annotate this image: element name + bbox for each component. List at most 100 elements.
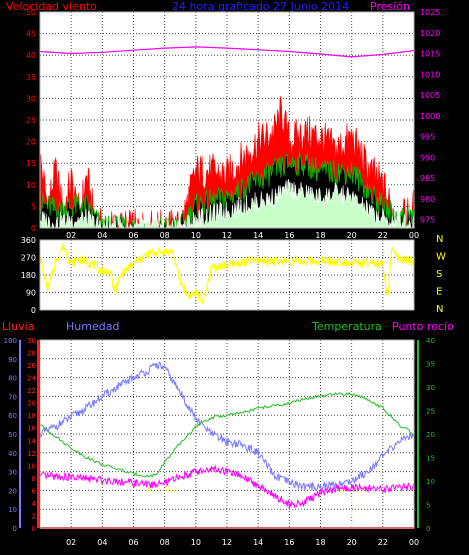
rain-tick-label: 6 [32, 487, 37, 495]
wind-tick-label: 45 [26, 30, 36, 39]
x-tick-label: 12 [222, 538, 232, 547]
wind-tick-label: 10 [26, 181, 36, 190]
temperature-tick-label: 20 [426, 431, 435, 439]
x-tick-label: 10 [191, 538, 201, 547]
x-tick-label: 00 [409, 538, 419, 547]
dewpoint-series [39, 465, 415, 509]
x-tick-label: 06 [128, 231, 138, 240]
x-tick-label: 22 [378, 231, 388, 240]
wind-pressure-panel: Velocidad viento 24 hora graficado 27 Ju… [6, 0, 440, 240]
compass-letter: E [436, 287, 442, 298]
dewpoint-label: Punto rocío [392, 320, 454, 333]
rain-tick-label: 8 [32, 475, 36, 483]
x-tick-label: 18 [315, 231, 325, 240]
pressure-series [39, 46, 415, 58]
temperature-tick-label: 25 [426, 408, 435, 416]
temperature-tick-label: 5 [426, 502, 430, 510]
wind-tick-label: 40 [26, 51, 36, 60]
x-tick-label: 14 [253, 231, 263, 240]
temperature-tick-label: 15 [426, 455, 435, 463]
rain-tick-label: 18 [27, 412, 36, 420]
wind-tick-label: 15 [26, 159, 36, 168]
humidity-tick-label: 0 [13, 525, 17, 533]
plot-frame [39, 11, 415, 229]
direction-tick-label: 90 [26, 289, 36, 298]
temperature-tick-label: 0 [426, 525, 430, 533]
x-tick-label: 12 [222, 231, 232, 240]
chart-title: 24 hora graficado 27 Junio 2014 [172, 0, 349, 13]
sun-marker-label: Sun Set [336, 485, 367, 494]
wind-direction-series [39, 242, 415, 304]
pressure-tick-label: 1005 [420, 91, 440, 100]
rain-tick-label: 20 [27, 400, 36, 408]
humidity-tick-label: 10 [8, 506, 17, 514]
x-tick-label: 18 [315, 538, 325, 547]
x-tick-label: 20 [347, 538, 357, 547]
rain-tick-label: 16 [27, 425, 36, 433]
rain-tick-label: 24 [27, 375, 36, 383]
pressure-tick-label: 1010 [420, 70, 440, 79]
temperature-tick-label: 30 [426, 384, 435, 392]
plot-frame [39, 339, 415, 529]
rain-tick-label: 22 [27, 387, 36, 395]
compass-letter: N [436, 234, 443, 245]
x-tick-label: 04 [97, 231, 107, 240]
compass-letter: N [436, 304, 443, 315]
direction-tick-label: 180 [21, 271, 36, 280]
x-tick-label: 06 [128, 538, 138, 547]
x-tick-label: 10 [191, 231, 201, 240]
wind-tick-label: 20 [26, 138, 36, 147]
compass-letter: W [436, 252, 446, 263]
humidity-series [39, 361, 415, 492]
pressure-tick-label: 995 [420, 133, 435, 142]
humidity-tick-label: 20 [8, 487, 17, 495]
wind-tick-label: 0 [31, 224, 36, 233]
temperature-tick-label: 35 [426, 361, 435, 369]
temperature-tick-label: 40 [426, 337, 435, 345]
x-tick-label: 00 [409, 231, 419, 240]
rain-tick-label: 0 [32, 525, 36, 533]
x-tick-label: 20 [347, 231, 357, 240]
temperature-series [39, 391, 415, 478]
pressure-tick-label: 985 [420, 174, 435, 183]
pressure-tick-label: 975 [420, 216, 435, 225]
x-tick-label: 22 [378, 538, 388, 547]
pressure-label: Presión [370, 0, 410, 13]
rain-tick-label: 4 [32, 500, 37, 508]
x-tick-label: 02 [66, 231, 76, 240]
compass-letter: S [436, 269, 442, 280]
rain-tick-label: 30 [27, 337, 36, 345]
wind-tick-label: 25 [26, 116, 36, 125]
x-tick-label: 16 [284, 538, 294, 547]
wind-tick-label: 50 [26, 8, 36, 17]
direction-tick-label: 0 [31, 306, 36, 315]
wind-tick-label: 30 [26, 94, 36, 103]
humidity-tick-label: 90 [8, 356, 17, 364]
rain-tick-label: 28 [27, 350, 36, 358]
wind-speed-label: Velocidad viento [6, 0, 97, 13]
rain-tick-label: 2 [32, 512, 36, 520]
direction-tick-label: 270 [21, 254, 36, 263]
humidity-tick-label: 50 [8, 431, 17, 439]
humidity-tick-label: 60 [8, 412, 17, 420]
humidity-tick-label: 80 [8, 375, 17, 383]
x-tick-label: 08 [160, 538, 170, 547]
x-tick-label: 04 [97, 538, 107, 547]
temperature-tick-label: 10 [426, 478, 435, 486]
wind-tick-label: 35 [26, 73, 36, 82]
pressure-tick-label: 990 [420, 153, 435, 162]
humidity-temperature-panel: Lluvia Humedad Temperatura Punto rocío S… [2, 320, 454, 547]
pressure-tick-label: 980 [420, 195, 435, 204]
pressure-tick-label: 1015 [420, 50, 440, 59]
humidity-tick-label: 40 [8, 450, 17, 458]
x-tick-label: 02 [66, 538, 76, 547]
pressure-tick-label: 1000 [420, 112, 440, 121]
rain-tick-label: 26 [27, 362, 36, 370]
humidity-tick-label: 30 [8, 469, 17, 477]
x-tick-label: 16 [284, 231, 294, 240]
rain-tick-label: 10 [27, 462, 36, 470]
humidity-tick-label: 100 [4, 337, 17, 345]
sun-marker-label: Sun Rise [144, 485, 179, 494]
pressure-tick-label: 1020 [420, 29, 440, 38]
